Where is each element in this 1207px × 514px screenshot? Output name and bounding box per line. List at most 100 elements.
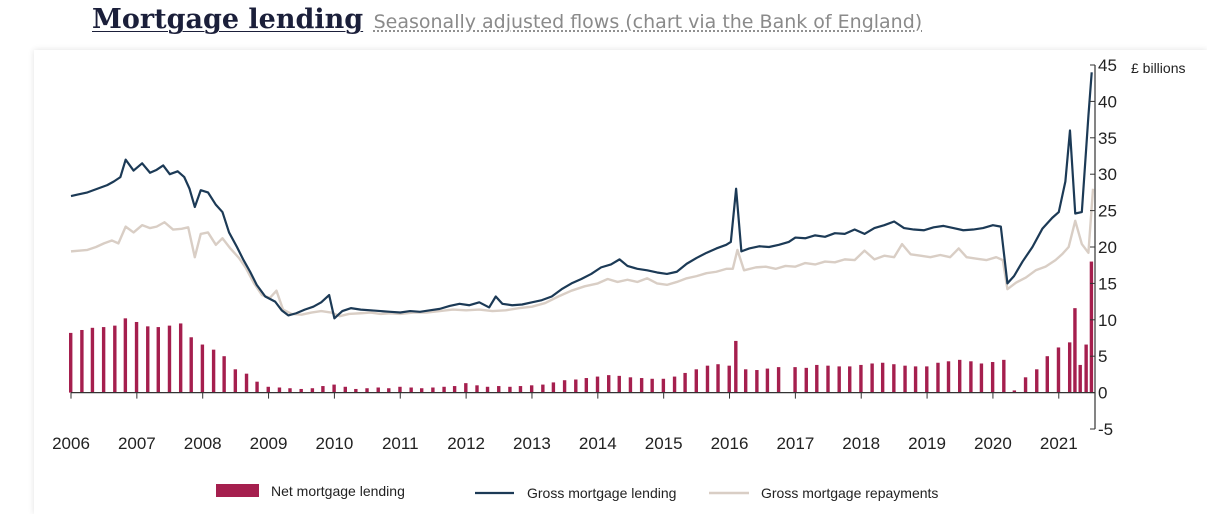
y-tick-label: 15 <box>1098 274 1117 293</box>
chart-subtitle[interactable]: Seasonally adjusted flows (chart via the… <box>373 11 923 33</box>
x-tick-label: 2012 <box>447 434 485 453</box>
x-tick-label: 2010 <box>315 434 353 453</box>
net-lending-bar <box>734 340 738 393</box>
net-lending-bar <box>529 385 534 393</box>
net-lending-bar <box>639 378 644 393</box>
net-lending-bar <box>551 382 556 393</box>
net-lending-bar <box>146 326 150 393</box>
net-lending-bar <box>113 325 117 393</box>
net-lending-bar <box>387 388 391 393</box>
legend-swatch-net <box>216 484 259 497</box>
gross-lending-line <box>70 72 1093 320</box>
net-lending-bar <box>167 325 172 393</box>
net-lending-bar <box>826 365 830 393</box>
net-lending-bar <box>343 386 347 393</box>
net-lending-bar <box>419 388 424 393</box>
x-tick-label: 2006 <box>52 434 90 453</box>
net-lending-bar <box>541 384 545 393</box>
net-lending-bar <box>518 386 523 393</box>
x-tick-label: 2016 <box>711 434 749 453</box>
x-tick-label: 2017 <box>776 434 814 453</box>
net-lending-bar <box>672 376 677 393</box>
net-lending-bar <box>584 378 589 393</box>
net-lending-bar <box>574 379 578 393</box>
y-tick-label: 35 <box>1098 129 1117 148</box>
x-tick-label: 2008 <box>184 434 222 453</box>
y-tick-label: -5 <box>1098 420 1113 439</box>
y-tick-label: 0 <box>1098 384 1107 403</box>
net-lending-bar <box>233 369 238 393</box>
net-lending-bar <box>990 362 995 393</box>
net-lending-bar <box>755 370 759 393</box>
net-lending-bar <box>1035 369 1039 393</box>
chart-legend: Net mortgage lending Gross mortgage lendi… <box>216 483 938 501</box>
net-lending-bar <box>310 388 315 393</box>
net-lending-bar <box>1002 359 1006 393</box>
x-tick-label: 2011 <box>382 434 419 453</box>
net-lending-bar <box>628 377 633 393</box>
net-lending-bar <box>497 386 501 393</box>
net-lending-bar <box>376 387 380 393</box>
net-lending-bar <box>694 369 698 393</box>
y-tick-label: 5 <box>1098 347 1107 366</box>
chart-panel: 45 40 35 30 25 20 15 10 5 0 -5 £ billions 2006 2007 20… <box>34 50 1207 514</box>
y-tick-label: 10 <box>1098 311 1117 330</box>
net-lending-bar <box>683 372 687 393</box>
net-lending-bar <box>870 363 874 393</box>
net-lending-bar <box>431 387 435 393</box>
x-tick-label: 2009 <box>250 434 288 453</box>
net-lending-bars <box>69 261 1094 393</box>
net-lending-bar <box>200 344 205 393</box>
net-lending-bar <box>101 327 106 393</box>
y-tick-label: 30 <box>1098 165 1117 184</box>
net-lending-bar <box>1056 347 1061 393</box>
net-lending-bar <box>650 378 654 393</box>
net-lending-bar <box>156 327 160 393</box>
net-lending-bar <box>892 364 896 393</box>
net-lending-bar <box>178 323 183 393</box>
net-lending-bar <box>464 383 468 393</box>
net-lending-bar <box>1073 308 1077 393</box>
net-lending-bar <box>255 381 259 393</box>
net-lending-bar <box>607 375 611 393</box>
net-lending-bar <box>475 385 479 393</box>
net-lending-bar <box>1078 364 1082 393</box>
net-lending-bar <box>903 365 907 393</box>
net-lending-bar <box>1012 390 1017 393</box>
legend-label-gross-repayments: Gross mortgage repayments <box>761 485 938 501</box>
net-lending-bar <box>398 386 402 393</box>
net-lending-bar <box>936 362 940 393</box>
net-lending-bar <box>595 376 600 393</box>
net-lending-bar <box>409 387 413 393</box>
legend-label-gross-lending: Gross mortgage lending <box>527 485 676 501</box>
net-lending-bar <box>266 386 270 393</box>
net-lending-bar <box>244 373 249 393</box>
net-lending-bar <box>222 356 226 393</box>
net-lending-bar <box>354 388 358 393</box>
x-tick-label: 2014 <box>579 434 617 453</box>
net-lending-bar <box>743 369 748 393</box>
net-lending-bar <box>837 366 841 393</box>
net-lending-bar <box>804 367 808 393</box>
net-lending-bar <box>913 366 918 393</box>
net-lending-bar <box>727 365 731 393</box>
y-tick-label: 20 <box>1098 238 1117 257</box>
net-lending-bar <box>277 387 282 393</box>
net-lending-bar <box>793 367 797 393</box>
net-lending-bar <box>134 321 139 393</box>
gross-repayments-line <box>70 188 1095 318</box>
net-lending-bar <box>716 364 720 393</box>
net-lending-bar <box>661 378 666 393</box>
x-tick-label: 2021 <box>1040 434 1078 453</box>
net-lending-bar <box>69 332 73 393</box>
y-tick-label: 45 <box>1098 56 1117 75</box>
net-lending-bar <box>617 375 621 393</box>
net-lending-bar <box>765 368 770 393</box>
net-lending-bar <box>508 386 512 393</box>
net-lending-bar <box>815 364 819 393</box>
y-unit-label: £ billions <box>1131 60 1185 76</box>
net-lending-bar <box>321 386 325 393</box>
y-tick-label: 25 <box>1098 202 1117 221</box>
chart-title[interactable]: Mortgage lending <box>92 4 364 35</box>
